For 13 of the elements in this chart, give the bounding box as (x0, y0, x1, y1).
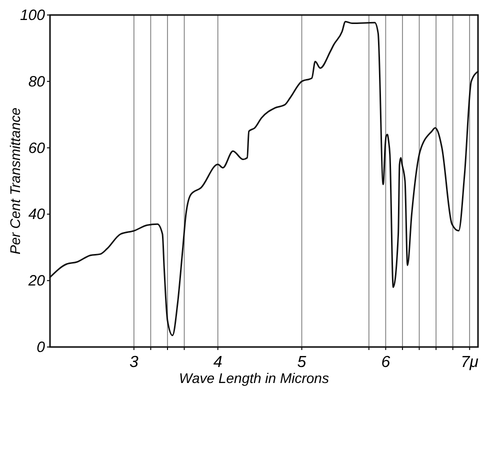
x-tick-label: 7μ (460, 354, 479, 371)
y-tick-label: 40 (28, 206, 46, 224)
y-tick-label: 80 (28, 73, 46, 90)
x-tick-label: 6 (381, 354, 390, 371)
y-tick-label: 0 (36, 339, 46, 356)
y-tick-label: 100 (20, 7, 46, 24)
x-tick-label: 3 (129, 354, 138, 371)
y-axis-title: Per Cent Transmittance (7, 107, 23, 254)
x-axis-title: Wave Length in Microns (179, 370, 329, 386)
x-tick-label: 5 (297, 354, 306, 371)
y-tick-label: 60 (28, 140, 46, 157)
y-tick-label: 20 (27, 272, 46, 290)
x-tick-label: 4 (213, 354, 222, 371)
